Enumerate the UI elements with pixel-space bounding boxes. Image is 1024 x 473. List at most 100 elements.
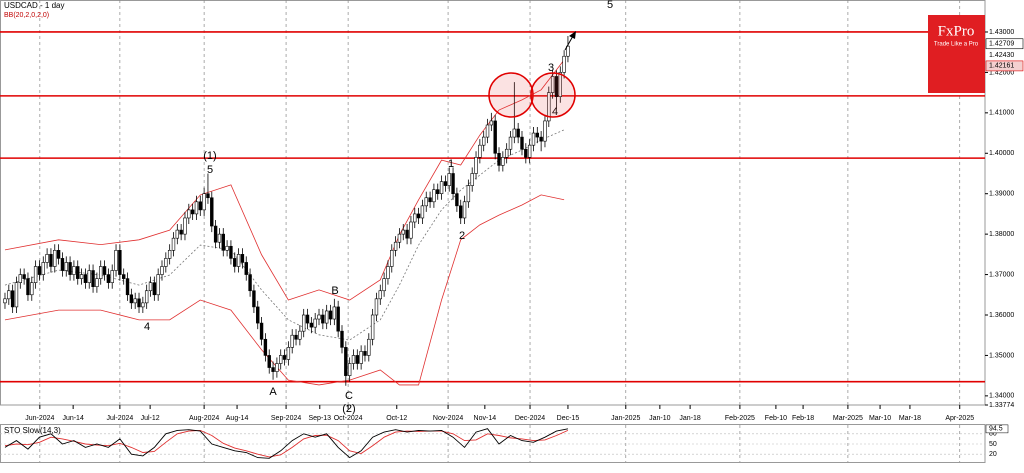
candle-body	[539, 136, 543, 142]
candle-body	[282, 355, 287, 360]
candle-body	[206, 193, 210, 199]
arrow-head	[569, 31, 576, 39]
candle-body	[524, 148, 528, 158]
chart-title: USDCAD - 1 day	[4, 1, 64, 10]
candle-body	[386, 266, 390, 279]
candle-body	[432, 189, 436, 203]
candle-body	[336, 306, 340, 332]
candle-body	[367, 338, 371, 356]
candle-body	[198, 201, 202, 211]
candle-body	[45, 254, 49, 263]
x-tick-label: Sep-13	[308, 415, 331, 422]
candle-body	[18, 274, 22, 283]
candle-body	[459, 205, 463, 219]
candle-body	[118, 250, 122, 275]
wave-label: 2	[459, 230, 465, 242]
arrow-shaft	[564, 35, 574, 51]
stochastic-label: STO Slow(14,3)	[4, 426, 61, 435]
logo-tagline: Trade Like a Pro	[934, 42, 979, 48]
indicator-label: BB(20,2,0,2,0)	[4, 12, 49, 19]
main-pane	[0, 0, 986, 406]
candle-body	[252, 290, 256, 308]
x-tick-label: Mar-2025	[833, 415, 863, 422]
candle-body	[501, 157, 505, 166]
wave-label: (1)	[203, 150, 216, 162]
candle-body	[72, 266, 76, 275]
candle-body	[213, 225, 218, 243]
candle-body	[359, 351, 363, 364]
candle-body	[305, 314, 310, 324]
candle-body	[378, 290, 382, 300]
stochastic-tick-label: 20	[989, 451, 997, 458]
candle-body	[236, 254, 241, 267]
wave-label: 3	[548, 62, 554, 74]
candle-body	[566, 45, 570, 57]
candle-body	[3, 298, 7, 304]
candle-body	[520, 136, 524, 150]
candle-body	[313, 318, 317, 328]
candle-body	[286, 347, 291, 360]
highlight-circle	[530, 72, 576, 118]
x-tick-label: Mar-18	[899, 415, 921, 422]
price-label-box	[985, 38, 1024, 50]
x-tick-label: Jul-2024	[106, 415, 133, 422]
candle-body	[271, 367, 275, 372]
candle-body	[53, 250, 57, 267]
stochastic-tick-label: 80	[989, 431, 997, 438]
candle-body	[455, 193, 459, 207]
candle-body	[351, 355, 356, 364]
candle-body	[133, 298, 137, 304]
candle-body	[125, 278, 130, 296]
candle-body	[33, 266, 38, 283]
x-tick-label: Mar-10	[869, 415, 891, 422]
candle-body	[83, 274, 88, 283]
candle-body	[60, 258, 65, 271]
candle-body	[10, 290, 15, 308]
candle-body	[233, 258, 237, 267]
candle-body	[129, 294, 134, 304]
y-tick-label: 1.38000	[989, 231, 1014, 238]
stochastic-value-label: 94.5	[989, 426, 1003, 433]
candle-body	[76, 266, 80, 279]
candle-body	[248, 274, 252, 292]
x-tick-label: Sep-2024	[271, 415, 301, 422]
candle-body	[535, 132, 540, 138]
candle-body	[290, 334, 294, 348]
candle-body	[106, 274, 111, 283]
candle-body	[210, 197, 214, 227]
candle-body	[512, 128, 517, 138]
candle-body	[179, 229, 183, 235]
candle-body	[156, 274, 160, 296]
candle-body	[424, 197, 428, 207]
candle-body	[171, 237, 176, 251]
wave-label: 1	[448, 158, 454, 170]
x-tick-label: Jan-2025	[611, 415, 640, 422]
wave-label: 5	[607, 0, 613, 11]
x-tick-label: Jan-10	[649, 415, 671, 422]
logo-name: FxPro	[938, 23, 975, 39]
candle-body	[256, 306, 260, 324]
candle-body	[91, 270, 95, 287]
price-label: 1.42709	[989, 41, 1014, 48]
candle-body	[344, 347, 348, 376]
candle-body	[137, 298, 141, 308]
candle-body	[470, 173, 474, 186]
y-tick-label: 1.34000	[989, 393, 1014, 400]
candle-body	[550, 76, 555, 93]
candle-body	[416, 213, 421, 219]
wave-label: 4	[144, 321, 150, 333]
candle-body	[393, 241, 398, 251]
candle-body	[102, 266, 107, 275]
bollinger-upper	[4, 59, 565, 301]
candle-body	[37, 266, 42, 275]
candle-body	[340, 330, 344, 348]
x-tick-label: Aug-2024	[189, 415, 219, 422]
wave-label: A	[269, 386, 277, 398]
candle-body	[355, 355, 360, 364]
candle-body	[497, 152, 501, 166]
stochastic-tick-label: 50	[989, 441, 997, 448]
candle-body	[229, 245, 233, 259]
candle-body	[363, 351, 367, 356]
candle-body	[259, 322, 264, 340]
